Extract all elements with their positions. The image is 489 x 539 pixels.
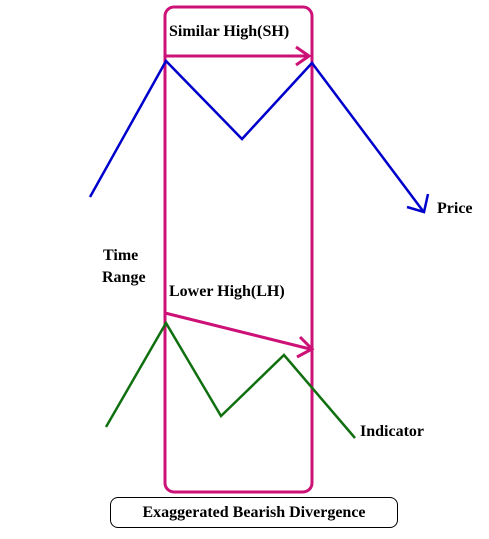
time-range-label-line1: Time [103, 247, 138, 264]
arrow-head-right-icon [296, 335, 315, 359]
lower-high-arrow [164, 311, 315, 359]
indicator-label: Indicator [360, 423, 424, 440]
caption-text: Exaggerated Bearish Divergence [142, 503, 366, 521]
price-label: Price [437, 200, 473, 217]
arrow-head-down-right-icon [406, 193, 430, 214]
time-range-box [163, 5, 314, 494]
lower-high-label: Lower High(LH) [169, 283, 285, 300]
similar-high-arrow [165, 45, 312, 67]
time-range-label-line2: Range [102, 269, 146, 286]
price-line [88, 58, 430, 214]
caption-box: Exaggerated Bearish Divergence [110, 497, 398, 528]
similar-high-label: Similar High(SH) [169, 23, 289, 40]
indicator-line [104, 320, 356, 439]
arrow-head-right-icon [295, 45, 312, 67]
